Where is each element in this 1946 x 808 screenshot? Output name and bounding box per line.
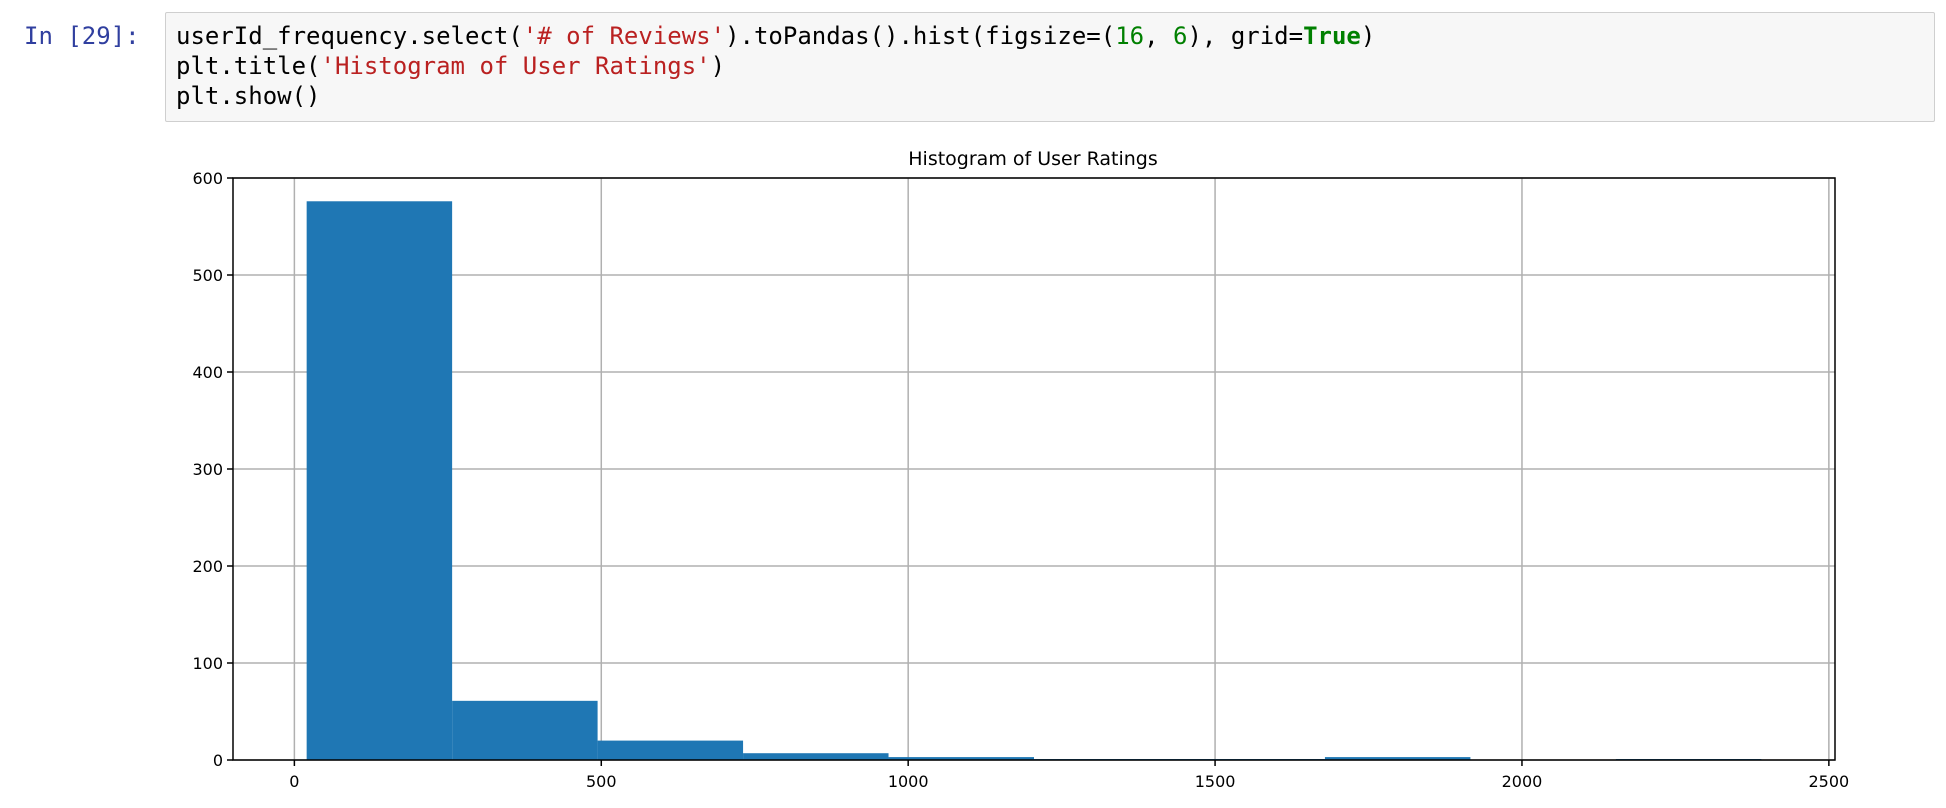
- histogram-bar: [888, 757, 1034, 760]
- histogram-bar: [1324, 757, 1471, 760]
- x-tick-label: 0: [289, 772, 299, 791]
- tick-labels: 0 100 200 300 400 500 600 0 500 1000 1500 2000 2500: [192, 169, 1849, 791]
- x-tick-label: 500: [586, 772, 617, 791]
- y-tick-label: 200: [192, 557, 223, 576]
- code-keyword: True: [1303, 22, 1361, 50]
- code-number: 6: [1173, 22, 1188, 50]
- cell-output: Histogram of User Ratings 0 100 200 300 400 5…: [165, 135, 1935, 795]
- plot-frame: [232, 177, 1836, 761]
- y-tick-label: 300: [192, 460, 223, 479]
- code-number: 16: [1115, 22, 1145, 50]
- code-token: ): [710, 52, 726, 80]
- x-tick-label: 2000: [1502, 772, 1543, 791]
- histogram-bar: [452, 700, 598, 760]
- x-tick-label: 2500: [1809, 772, 1850, 791]
- x-tick-label: 1000: [888, 772, 929, 791]
- grid: [233, 177, 1835, 761]
- histogram-bar: [597, 740, 744, 760]
- y-tick-label: 400: [192, 363, 223, 382]
- histogram-chart: Histogram of User Ratings 0 100 200 300 400 5…: [192, 148, 1849, 791]
- code-token: ), grid=: [1187, 22, 1304, 50]
- code-string: 'Histogram of User Ratings': [320, 52, 711, 80]
- x-tick-label: 1500: [1195, 772, 1236, 791]
- y-tick-label: 500: [192, 266, 223, 285]
- code-token: ,: [1144, 22, 1174, 50]
- code-editor[interactable]: userId_frequency.select('# of Reviews').…: [165, 12, 1935, 122]
- axes: [227, 177, 1836, 766]
- y-tick-label: 0: [213, 751, 223, 770]
- histogram-bar: [743, 753, 889, 760]
- code-token: ): [1360, 22, 1376, 50]
- code-token: userId_frequency.select(: [176, 22, 523, 50]
- code-line-1: userId_frequency.select('# of Reviews').…: [176, 21, 1924, 51]
- code-line-3: plt.show(): [176, 81, 1924, 111]
- y-tick-label: 100: [192, 654, 223, 673]
- code-token: plt.show(): [176, 82, 321, 110]
- code-token: ).toPandas().hist(figsize=(: [725, 22, 1116, 50]
- code-line-2: plt.title('Histogram of User Ratings'): [176, 51, 1924, 81]
- code-string: '# of Reviews': [522, 22, 726, 50]
- code-token: plt.title(: [176, 52, 321, 80]
- bars: [306, 201, 1762, 760]
- input-prompt: In [29]:: [24, 22, 140, 50]
- chart-title: Histogram of User Ratings: [908, 148, 1157, 170]
- y-tick-label: 600: [192, 169, 223, 188]
- histogram-bar: [306, 201, 453, 760]
